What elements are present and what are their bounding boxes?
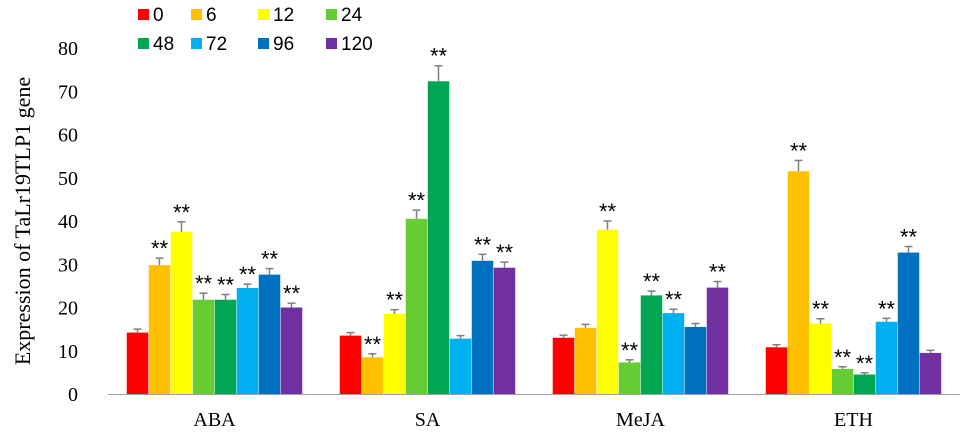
bar-meja-48	[640, 295, 663, 394]
legend-label: 96	[273, 34, 294, 55]
significance-label: **	[812, 297, 830, 322]
significance-label: **	[790, 138, 808, 163]
y-tick-label: 70	[58, 81, 78, 103]
bar-eth-0	[765, 347, 788, 394]
legend-label: 12	[273, 5, 294, 26]
significance-label: **	[408, 188, 426, 213]
significance-label: **	[151, 236, 169, 261]
legend-swatch	[191, 9, 202, 20]
y-tick-label: 80	[58, 38, 78, 60]
bar-meja-72	[662, 313, 685, 394]
bar-sa-6	[361, 357, 384, 394]
legend-swatch	[326, 38, 337, 49]
significance-label: **	[261, 247, 279, 272]
significance-label: **	[496, 240, 514, 265]
x-tick-label: MeJA	[616, 409, 665, 431]
bar-aba-0	[126, 332, 149, 394]
bar-aba-72	[236, 288, 259, 394]
bar-eth-24	[831, 368, 854, 394]
bar-aba-6	[148, 265, 171, 394]
bar-aba-96	[258, 274, 281, 394]
bar-aba-24	[192, 299, 215, 394]
significance-label: **	[195, 271, 213, 296]
bar-meja-12	[596, 229, 619, 394]
significance-label: **	[599, 199, 617, 224]
bar-meja-96	[684, 326, 707, 394]
bar-series: ****** ** **************** ****************…	[126, 44, 942, 395]
significance-label: **	[217, 273, 235, 298]
legend-label: 0	[153, 5, 164, 26]
x-tick-label: ETH	[834, 409, 873, 431]
bar-sa-120	[493, 267, 516, 394]
y-tick-label: 10	[58, 341, 78, 363]
bar-aba-48	[214, 299, 237, 394]
significance-label: **	[283, 281, 301, 306]
y-tick-label: 40	[58, 211, 78, 233]
bar-sa-48	[427, 81, 450, 395]
significance-label: **	[474, 232, 492, 257]
y-tick-label: 0	[68, 384, 78, 406]
legend-label: 24	[341, 5, 363, 26]
significance-label: **	[665, 287, 683, 312]
x-axis-labels: ABA SA MeJA ETH	[193, 409, 873, 431]
significance-label: **	[900, 225, 918, 250]
x-tick-label: ABA	[193, 409, 236, 431]
legend-swatch	[191, 38, 202, 49]
y-axis-label: Expression of TaLr19TLP1 gene	[10, 77, 35, 365]
bar-aba-120	[280, 307, 303, 394]
significance-label: **	[643, 269, 661, 294]
significance-label: **	[878, 296, 896, 321]
bar-eth-48	[853, 374, 876, 394]
legend-swatch	[138, 9, 149, 20]
x-tick-label: SA	[415, 409, 441, 431]
bar-eth-12	[809, 323, 832, 394]
bar-aba-12	[170, 231, 193, 394]
significance-label: **	[621, 338, 639, 363]
significance-label: **	[856, 351, 874, 376]
bar-sa-0	[339, 335, 362, 394]
y-axis-ticks: 0 10 20 30 40 50 60 70 80	[58, 38, 78, 406]
significance-label: **	[709, 260, 727, 285]
legend-label: 72	[206, 34, 227, 55]
legend-swatch	[258, 38, 269, 49]
legend-swatch	[138, 38, 149, 49]
significance-label: **	[173, 200, 191, 225]
significance-label: **	[364, 332, 382, 357]
bar-eth-96	[897, 252, 920, 394]
significance-label: **	[834, 345, 852, 370]
bar-meja-120	[706, 287, 729, 394]
bar-sa-72	[449, 338, 472, 394]
bar-meja-0	[552, 337, 575, 394]
y-tick-label: 60	[58, 125, 78, 147]
y-tick-label: 50	[58, 168, 78, 190]
chart-legend: 0 6 12 24 48 72 96 120	[138, 5, 373, 55]
bar-sa-96	[471, 260, 494, 394]
y-tick-label: 20	[58, 298, 78, 320]
bar-eth-6	[787, 171, 810, 394]
bar-sa-24	[405, 218, 428, 394]
legend-label: 6	[206, 5, 217, 26]
legend-label: 120	[341, 34, 373, 55]
legend-swatch	[258, 9, 269, 20]
significance-label: **	[386, 288, 404, 313]
bar-eth-72	[875, 321, 898, 394]
legend-swatch	[326, 9, 337, 20]
y-tick-label: 30	[58, 254, 78, 276]
significance-label: **	[239, 262, 257, 287]
significance-label: **	[430, 44, 448, 69]
bar-eth-120	[919, 352, 942, 394]
bar-meja-6	[574, 327, 597, 394]
legend-label: 48	[153, 34, 174, 55]
bar-sa-12	[383, 313, 406, 394]
bar-meja-24	[618, 362, 641, 394]
